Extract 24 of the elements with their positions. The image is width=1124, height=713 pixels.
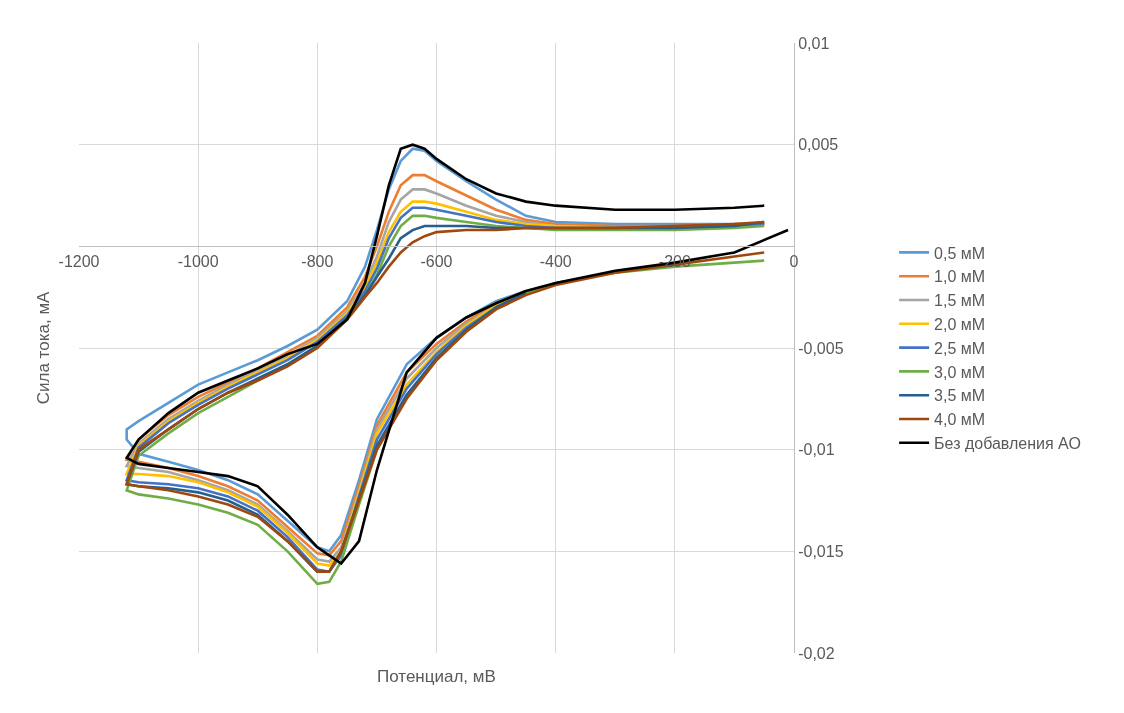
legend-label: 4,0 мМ [934,411,986,429]
x-tick-label: -400 [539,252,572,270]
x-tick-label: -800 [301,252,334,270]
y-axis-title: Сила тока, мА [34,290,54,405]
legend-label: 2,0 мМ [934,316,986,334]
y-tick-label: -0,02 [798,644,835,662]
legend-label: 2,5 мМ [934,339,986,357]
y-tick-label: -0,005 [798,339,844,357]
x-tick-label: -200 [658,252,691,270]
y-tick-label: 0,005 [798,136,839,154]
legend-label: 3,5 мМ [934,387,986,405]
x-axis-title: Потенциал, мВ [377,667,496,686]
legend-label: 1,5 мМ [934,292,986,310]
y-tick-label: -0,015 [798,542,844,560]
x-tick-label: -600 [420,252,453,270]
legend-label: 3,0 мМ [934,363,986,381]
x-tick-label: 0 [789,252,799,270]
y-tick-label: 0,01 [798,34,830,52]
legend-label: 1,0 мМ [934,268,986,286]
y-tick-label: -0,01 [798,441,835,459]
legend-label: 0,5 мМ [934,244,986,262]
x-tick-label: -1000 [177,252,219,270]
x-tick-label: -1200 [58,252,100,270]
legend-label: Без добавления АО [934,435,1081,453]
